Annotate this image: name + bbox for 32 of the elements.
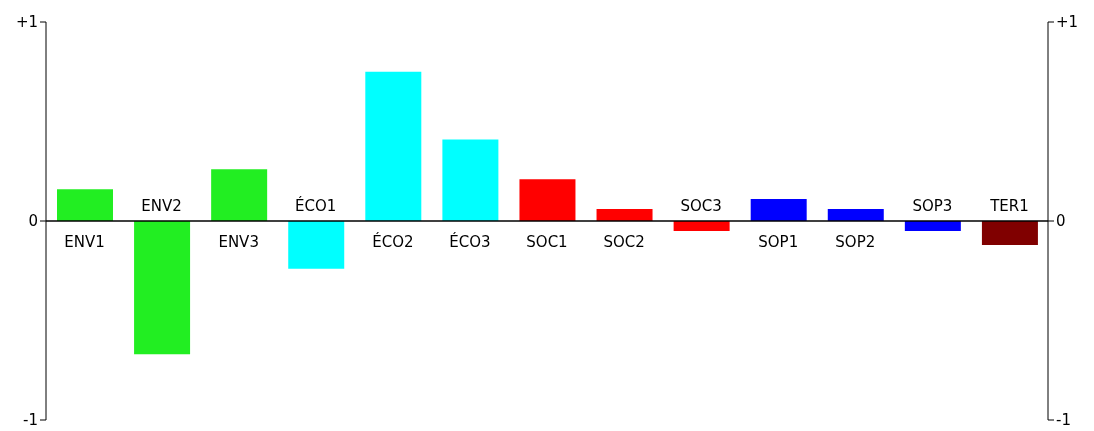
- bar: [981, 221, 1038, 245]
- y-tick-label: +1: [15, 13, 38, 32]
- y2-tick-label: 0: [1056, 212, 1066, 231]
- bar: [673, 221, 730, 231]
- x-tick-label: SOC3: [680, 197, 722, 215]
- x-tick-label: ENV1: [64, 233, 105, 251]
- x-tick-label: ENV2: [141, 197, 182, 215]
- bar: [750, 199, 807, 221]
- y-tick-label: -1: [23, 411, 38, 430]
- x-tick-label: SOP2: [835, 233, 876, 251]
- bar: [596, 209, 653, 221]
- y-tick-label: 0: [28, 212, 38, 231]
- bar: [904, 221, 961, 231]
- x-tick-label: SOP3: [912, 197, 953, 215]
- bar: [57, 189, 113, 221]
- bar: [827, 209, 884, 221]
- bar: [442, 139, 499, 221]
- x-tick-label: SOC1: [526, 233, 568, 251]
- x-tick-label: ÉCO2: [372, 232, 414, 251]
- x-tick-label: ENV3: [218, 233, 259, 251]
- x-tick-label: ÉCO3: [449, 232, 491, 251]
- x-tick-label: SOP1: [758, 233, 799, 251]
- bar: [519, 179, 576, 221]
- x-tick-label: ÉCO1: [295, 196, 337, 215]
- x-tick-label: SOC2: [603, 233, 645, 251]
- bar: [134, 221, 191, 355]
- bar: [288, 221, 345, 269]
- y2-tick-label: -1: [1056, 411, 1071, 430]
- bar: [365, 71, 422, 221]
- bar: [211, 169, 268, 221]
- x-tick-label: TER1: [989, 197, 1029, 215]
- y2-tick-label: +1: [1056, 13, 1079, 32]
